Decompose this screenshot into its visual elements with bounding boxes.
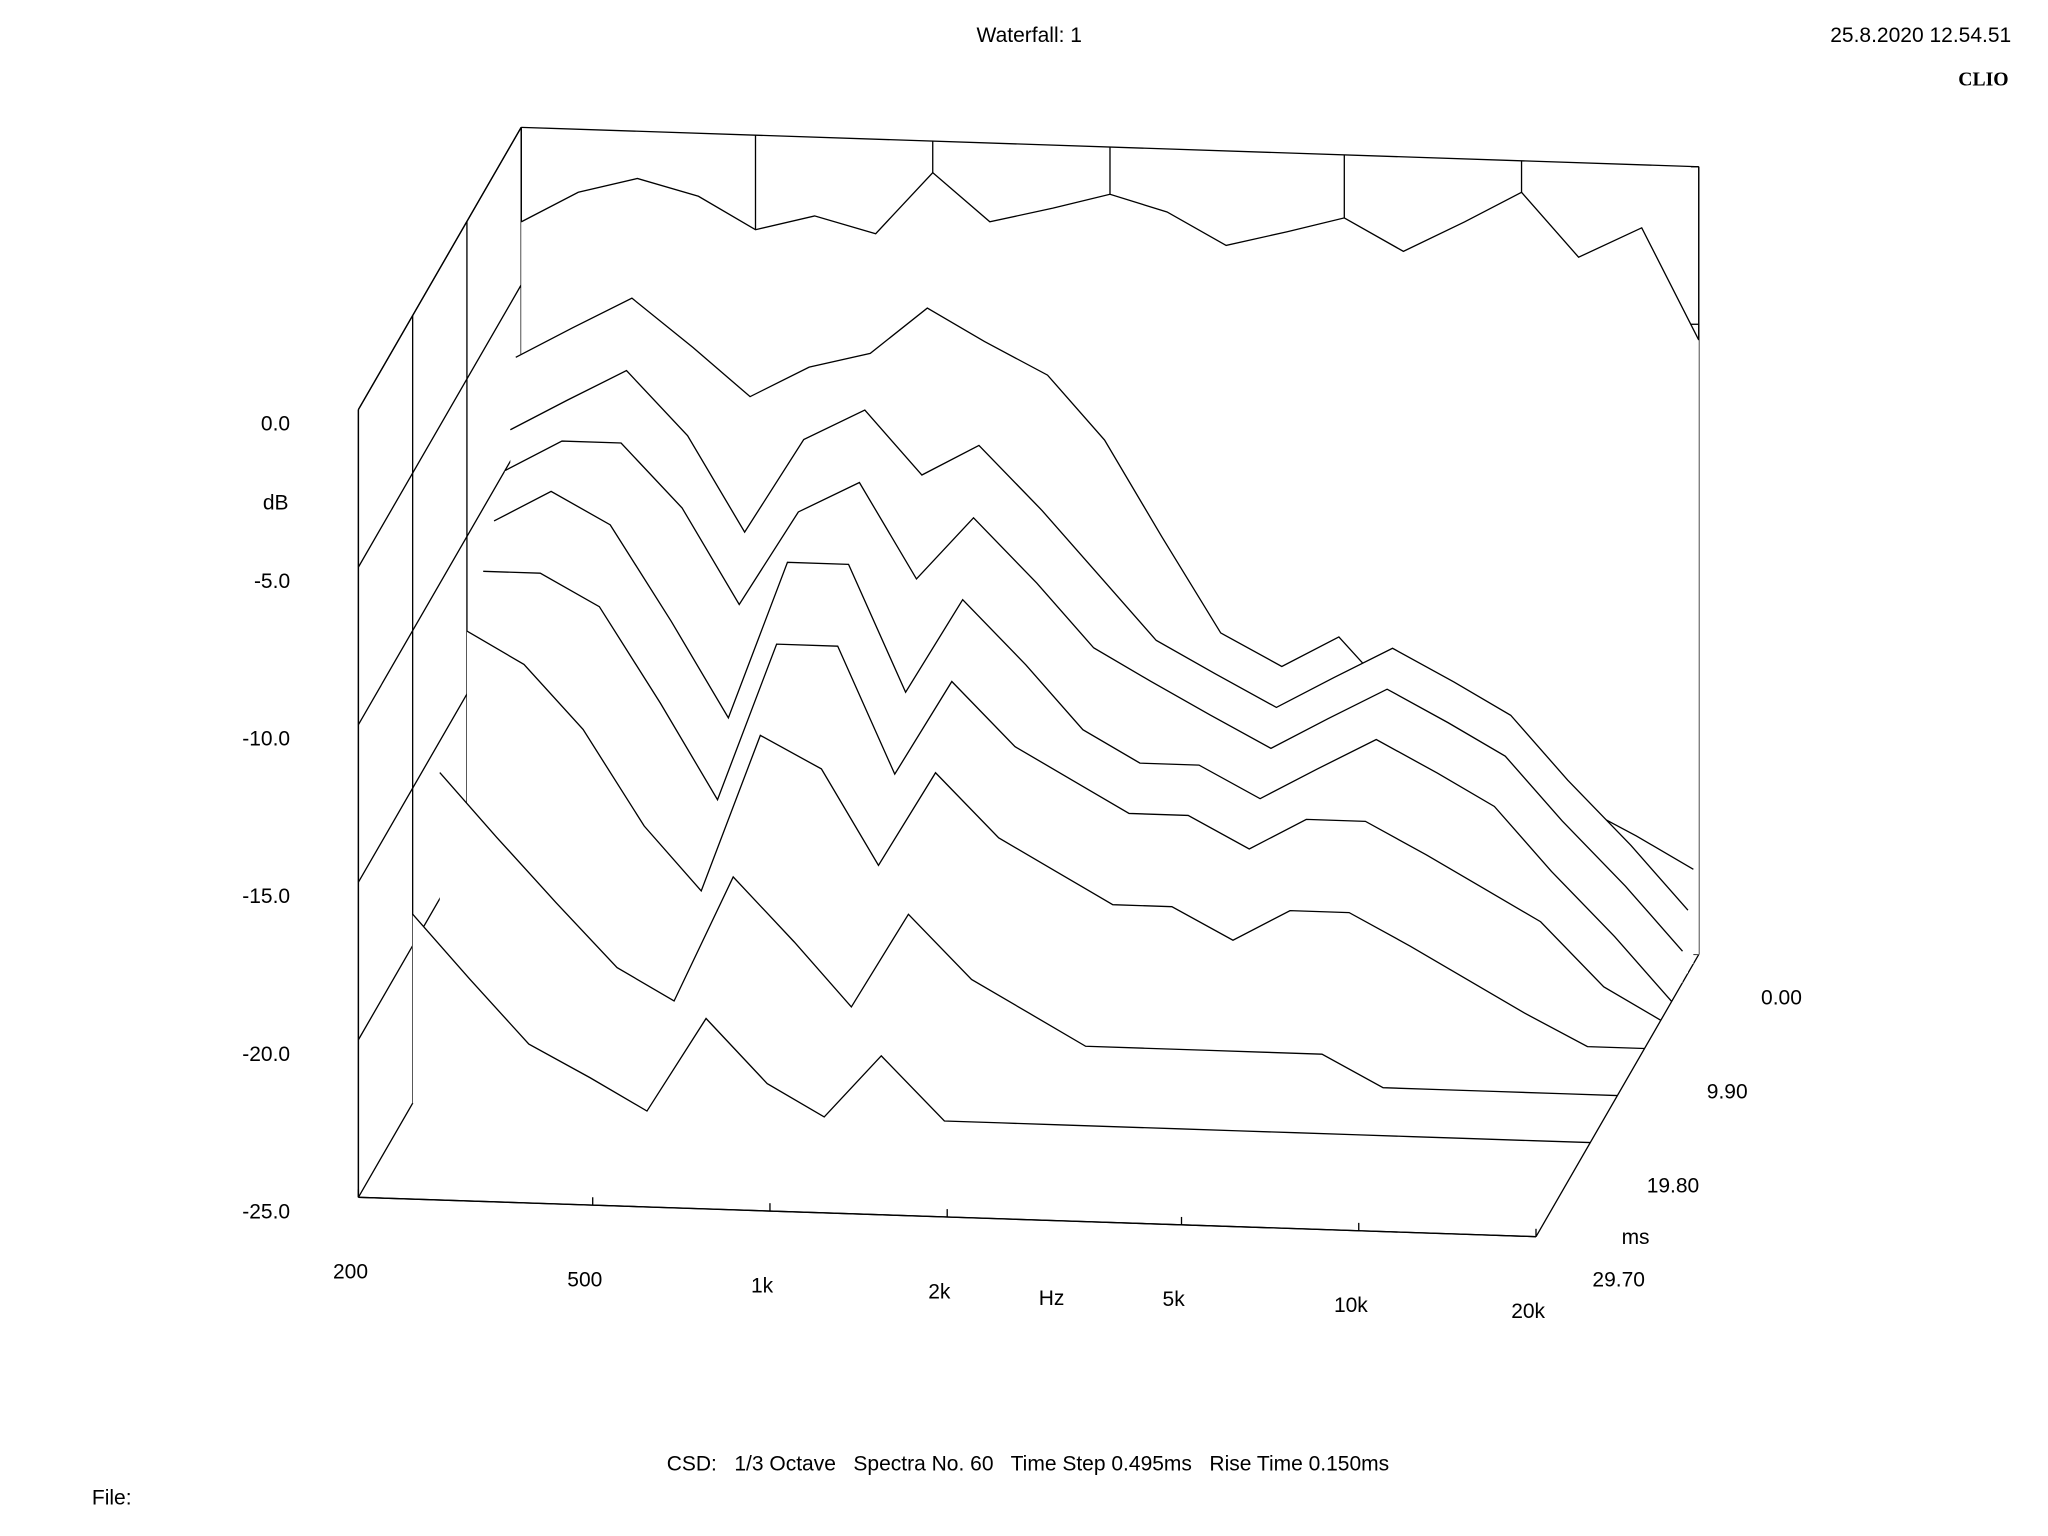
spectrum-line xyxy=(466,630,1645,1050)
grid-line xyxy=(357,284,522,568)
spectrum-line xyxy=(510,369,1689,911)
footer: CSD: 1/3 Octave Spectra No. 60 Time Step… xyxy=(667,1452,1389,1475)
brand: CLIO xyxy=(1958,68,2008,90)
x-axis-label: Hz xyxy=(1039,1287,1065,1310)
x-tick-label: 5k xyxy=(1163,1288,1186,1311)
axis-labels: 0.0 -5.0 -10.0 -15.0 -20.0 -25.0 dB 200 500 1k 2k 5… xyxy=(242,413,1802,1323)
spectrum-line xyxy=(412,913,1591,1144)
x-tick-label: 1k xyxy=(751,1274,774,1297)
z-axis-label: ms xyxy=(1622,1226,1650,1249)
y-tick-label: -10.0 xyxy=(242,728,290,751)
x-tick-label: 2k xyxy=(928,1280,951,1303)
grid-line xyxy=(357,127,522,410)
z-tick-label: 0.00 xyxy=(1761,986,1802,1009)
occluder xyxy=(439,772,1618,1096)
grid-line xyxy=(357,442,522,726)
x-tick-label: 10k xyxy=(1334,1294,1368,1317)
spectrum-line xyxy=(483,570,1662,1021)
x-tick-label: 500 xyxy=(567,1269,602,1292)
x-tick-label: 20k xyxy=(1511,1300,1545,1323)
occluder xyxy=(412,914,1591,1143)
file-label: File: xyxy=(92,1486,132,1509)
timestamp: 25.8.2020 12.54.51 xyxy=(1830,24,2011,47)
spectrum-line xyxy=(358,1196,1537,1238)
spectrum-line xyxy=(493,490,1673,1002)
y-tick-label: -5.0 xyxy=(254,570,290,593)
spectra xyxy=(358,171,1700,1238)
z-tick-label: 9.90 xyxy=(1707,1080,1748,1103)
z-tick-label: 19.80 xyxy=(1647,1174,1700,1197)
y-tick-label: 0.0 xyxy=(261,413,290,436)
y-tick-label: -20.0 xyxy=(242,1043,290,1066)
y-tick-label: -25.0 xyxy=(242,1200,290,1223)
spectrum-line xyxy=(520,171,1700,341)
spectrum-line xyxy=(439,772,1618,1097)
y-tick-label: -15.0 xyxy=(242,885,290,908)
chart-title: Waterfall: 1 xyxy=(977,24,1082,47)
y-axis-label: dB xyxy=(263,491,289,514)
spectrum-line xyxy=(504,440,1684,952)
z-tick-label: 29.70 xyxy=(1592,1269,1645,1292)
x-tick-label: 200 xyxy=(333,1261,368,1284)
